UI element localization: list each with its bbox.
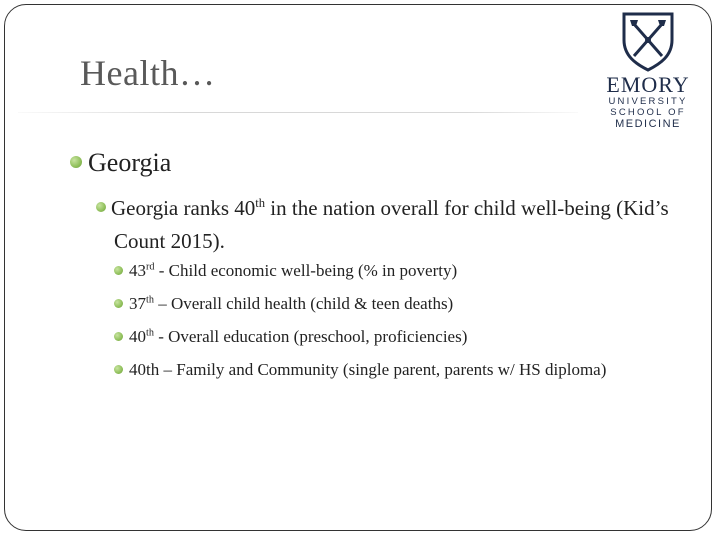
bullet-level3-list: 43rd - Child economic well-being (% in p… bbox=[114, 260, 674, 392]
logo-line-medicine: MEDICINE bbox=[615, 118, 681, 130]
bullet-level2-pre: Georgia ranks 40 bbox=[111, 196, 256, 220]
logo-line-school: SCHOOL OF bbox=[610, 107, 686, 118]
rank-number: 37 bbox=[129, 294, 146, 313]
bullet-dot-icon bbox=[114, 265, 123, 275]
list-item: 40th - Overall education (preschool, pro… bbox=[114, 326, 674, 348]
slide-title: Health… bbox=[80, 53, 216, 93]
list-item: 37th – Overall child health (child & tee… bbox=[114, 293, 674, 315]
bullet-dot-icon bbox=[114, 364, 123, 374]
bullet-dot-icon bbox=[96, 202, 106, 213]
rank-suffix: th bbox=[146, 327, 154, 339]
rank-number: 40 bbox=[129, 327, 146, 346]
bullet-level2-sup: th bbox=[255, 196, 266, 210]
title-divider bbox=[18, 112, 578, 113]
rank-description: - Overall education (preschool, proficie… bbox=[153, 327, 468, 346]
rank-suffix: rd bbox=[146, 261, 155, 273]
bullet-level1-text: Georgia bbox=[88, 148, 172, 177]
list-item: 40th – Family and Community (single pare… bbox=[114, 359, 674, 381]
bullet-level2: Georgia ranks 40th in the nation overall… bbox=[96, 192, 694, 258]
rank-description: - Child economic well-being (% in povert… bbox=[154, 261, 458, 280]
logo-wordmark: EMORY bbox=[606, 72, 690, 97]
rank-suffix: th bbox=[146, 294, 154, 306]
bullet-dot-icon bbox=[70, 156, 82, 169]
bullet-level2-post: in the nation overall for child well-bei… bbox=[114, 196, 669, 253]
bullet-dot-icon bbox=[114, 298, 123, 308]
emory-logo: EMORY UNIVERSITY SCHOOL OF MEDICINE bbox=[598, 10, 698, 140]
bullet-level1: Georgia bbox=[70, 148, 171, 178]
rank-description: – Family and Community (single parent, p… bbox=[159, 360, 607, 379]
rank-number: 40th bbox=[129, 360, 160, 379]
bullet-dot-icon bbox=[114, 331, 123, 341]
rank-number: 43 bbox=[129, 261, 146, 280]
list-item: 43rd - Child economic well-being (% in p… bbox=[114, 260, 674, 282]
rank-description: – Overall child health (child & teen dea… bbox=[153, 294, 454, 313]
emory-shield-icon bbox=[622, 12, 674, 72]
logo-line-university: UNIVERSITY bbox=[608, 96, 688, 107]
